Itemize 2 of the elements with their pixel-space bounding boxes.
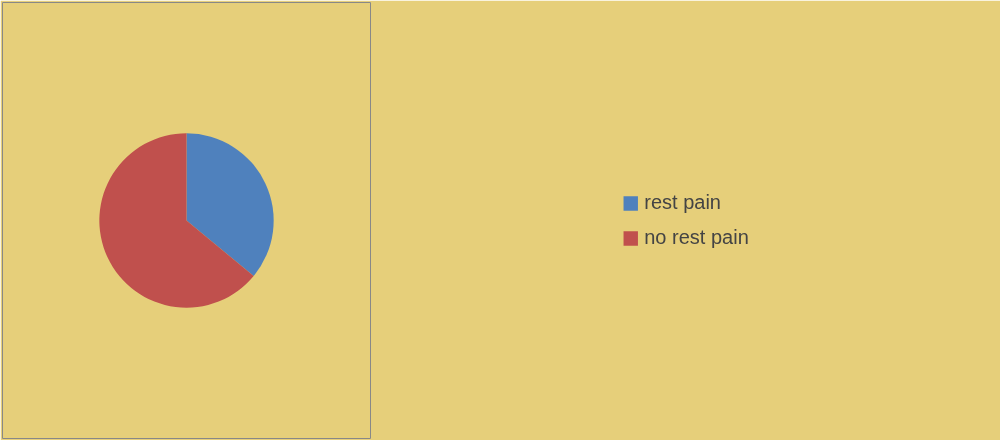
legend-label: rest pain	[644, 191, 721, 214]
legend-label: no rest pain	[644, 226, 749, 249]
